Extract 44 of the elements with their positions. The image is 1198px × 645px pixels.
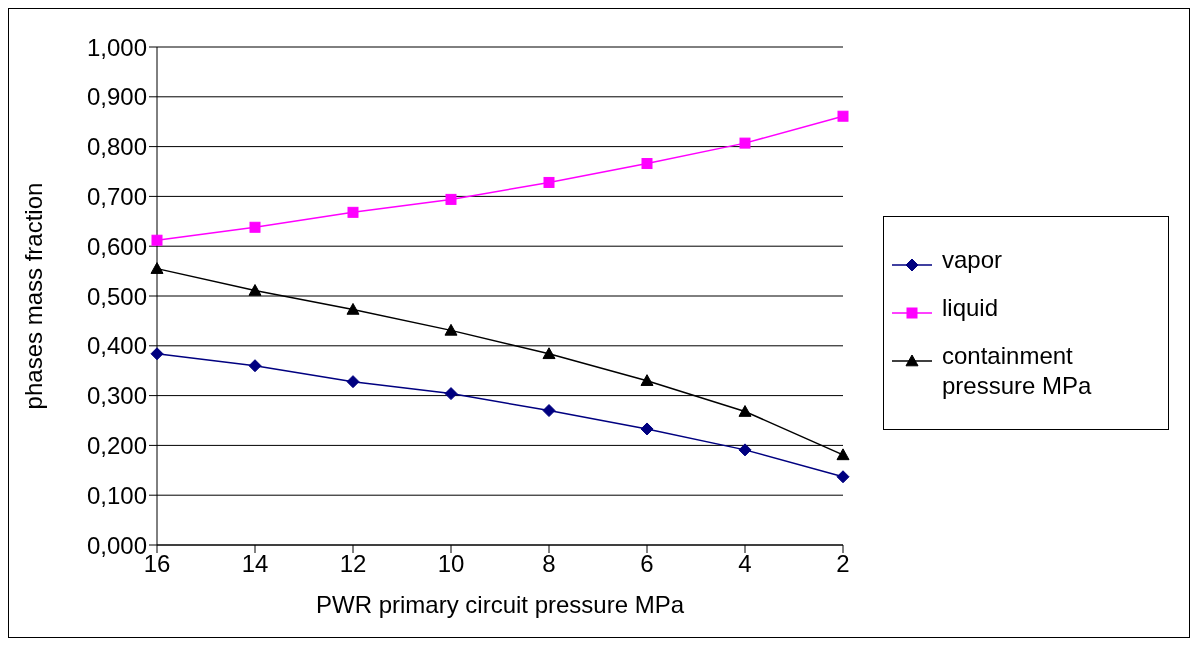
x-tick-label: 10 [437,550,465,578]
point [837,110,849,122]
x-tick-label: 2 [836,550,850,578]
y-tick-label: 0,100 [86,481,147,509]
point [445,193,457,205]
point [444,387,458,401]
point [543,176,555,188]
point [346,375,360,389]
point [346,302,360,315]
y-axis-title: phases mass fraction [19,182,47,410]
point [640,422,654,436]
point [739,137,751,149]
y-tick-label: 0,200 [86,431,147,459]
y-tick-label: 0,300 [86,382,147,410]
point [248,284,262,296]
y-tick-label: 0,500 [86,282,147,310]
point [641,158,653,170]
x-tick-label: 12 [339,550,367,578]
y-tick-label: 1,000 [86,33,147,61]
y-tick-label: 0,600 [86,232,147,260]
y-tick-label: 0,800 [86,133,147,161]
legend-label: vapor [942,245,1003,275]
point [248,359,262,373]
point [738,443,752,457]
x-tick-label: 6 [640,550,654,578]
point [542,404,556,418]
legend-label: containment pressure MPa [942,341,1093,401]
x-tick-label: 14 [241,550,269,578]
legend-label: liquid [942,293,999,323]
point [444,323,458,336]
x-axis-title: PWR primary circuit pressure MPa [315,591,685,618]
point [542,347,556,360]
y-tick-label: 0,400 [86,332,147,360]
y-tick-label: 0,700 [86,182,147,210]
x-tick-label: 8 [542,550,556,578]
point [249,221,261,233]
point [836,448,850,461]
y-tick-label: 0,900 [86,83,147,111]
x-tick-label: 4 [738,550,752,578]
point [640,374,654,386]
point [738,405,752,417]
point [150,262,164,274]
point [347,206,359,218]
point [836,470,850,484]
